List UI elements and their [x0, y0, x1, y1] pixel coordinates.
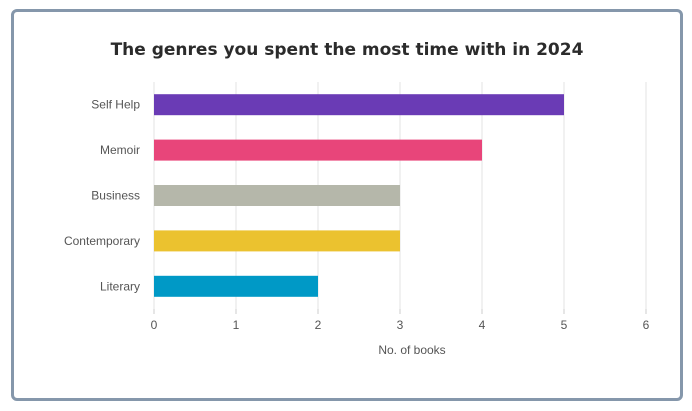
chart-card: The genres you spent the most time with … — [11, 9, 683, 401]
bar-business — [154, 185, 400, 206]
x-tick-label: 3 — [397, 318, 404, 332]
bar-memoir — [154, 139, 482, 161]
category-label: Self Help — [91, 98, 140, 112]
bar-contemporary — [154, 230, 400, 252]
x-axis-label: No. of books — [378, 343, 445, 357]
x-tick-label: 1 — [233, 318, 240, 332]
category-label: Literary — [100, 279, 140, 293]
x-tick-label: 6 — [643, 318, 650, 332]
bar-chart: 0 1 2 3 4 5 6 Self Help Memoir Business Contempora… — [64, 82, 650, 357]
x-tick-label: 2 — [315, 318, 322, 332]
x-tick-label: 0 — [151, 318, 158, 332]
x-tick-label: 5 — [561, 318, 568, 332]
chart-title: The genres you spent the most time with … — [110, 40, 584, 60]
bar-self-help — [154, 94, 564, 116]
category-label: Contemporary — [64, 234, 140, 248]
category-label: Business — [91, 189, 140, 203]
bar-literary — [154, 275, 318, 297]
x-tick-label: 4 — [479, 318, 486, 332]
category-label: Memoir — [100, 143, 140, 157]
